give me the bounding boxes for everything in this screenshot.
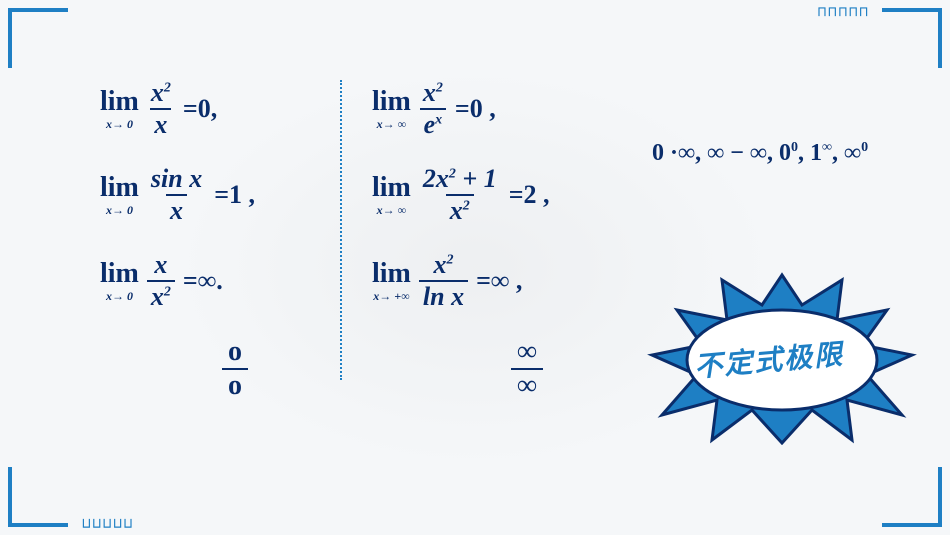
indeterminate-forms-list: 0 ·∞, ∞ − ∞, 00, 1∞, ∞0 [652,140,868,167]
frame-corner-tr [882,8,942,68]
forms-column: 0 ·∞, ∞ − ∞, 00, 1∞, ∞0 不定式极限 [642,80,890,475]
lim-operator: lim x→ 0 [100,260,139,302]
denominator: x [166,194,187,224]
fraction: 2x2 + 1 x2 [419,166,501,224]
limit-result: =2 , [509,180,550,210]
slide-content: lim x→ 0 x2 x =0, lim x→ 0 sin x x =1 , … [100,80,890,475]
limit-formula: lim x→ 0 x2 x =0, [100,80,310,138]
indeterminate-type-zero-zero: o o [160,338,310,400]
limit-result: =∞. [183,266,223,296]
fraction: x x2 [147,252,175,310]
lim-operator: lim x→ ∞ [372,88,411,130]
numerator: x2 [433,250,453,279]
numerator: x2 [423,78,443,107]
numerator: x2 [151,78,171,107]
frame-corner-br [882,467,942,527]
limit-formula: lim x→ ∞ 2x2 + 1 x2 =2 , [372,166,622,224]
fraction: sin x x [147,166,206,224]
numerator: x [150,252,171,280]
lim-operator: lim x→ +∞ [372,260,411,302]
limit-formula: lim x→ +∞ x2 ln x =∞ , [372,252,622,310]
limit-formula: lim x→ 0 sin x x =1 , [100,166,310,224]
limits-column-infinity: lim x→ ∞ x2 ex =0 , lim x→ ∞ 2x2 + 1 x2 … [372,80,622,475]
limit-result: =0 , [455,94,496,124]
denominator: x2 [450,196,470,225]
numerator: 2x2 + 1 [423,164,497,193]
denominator: ln x [419,280,468,310]
frame-deco-top: ⊓⊓⊓⊓⊓ [818,4,870,20]
limit-result: =∞ , [476,266,522,296]
numerator: sin x [147,166,206,194]
frame-corner-bl [8,467,68,527]
frame-corner-tl [8,8,68,68]
denominator: x2 [151,282,171,311]
limit-formula: lim x→ 0 x x2 =∞. [100,252,310,310]
fraction: x2 ex [419,80,447,138]
limit-result: =1 , [214,180,255,210]
fraction: x2 ln x [419,252,468,310]
lim-operator: lim x→ 0 [100,88,139,130]
lim-operator: lim x→ 0 [100,174,139,216]
indeterminate-type-inf-inf: ∞ ∞ [432,338,622,400]
limits-column-zero: lim x→ 0 x2 x =0, lim x→ 0 sin x x =1 , … [100,80,310,475]
limit-formula: lim x→ ∞ x2 ex =0 , [372,80,622,138]
denominator: ex [424,110,443,139]
frame-deco-bottom: ⊓⊓⊓⊓⊓ [80,515,132,531]
lim-operator: lim x→ ∞ [372,174,411,216]
denominator: x [150,108,171,138]
callout-bubble: 不定式极限 [642,265,922,445]
limit-result: =0, [183,94,217,124]
column-divider [340,80,342,380]
fraction: x2 x [147,80,175,138]
